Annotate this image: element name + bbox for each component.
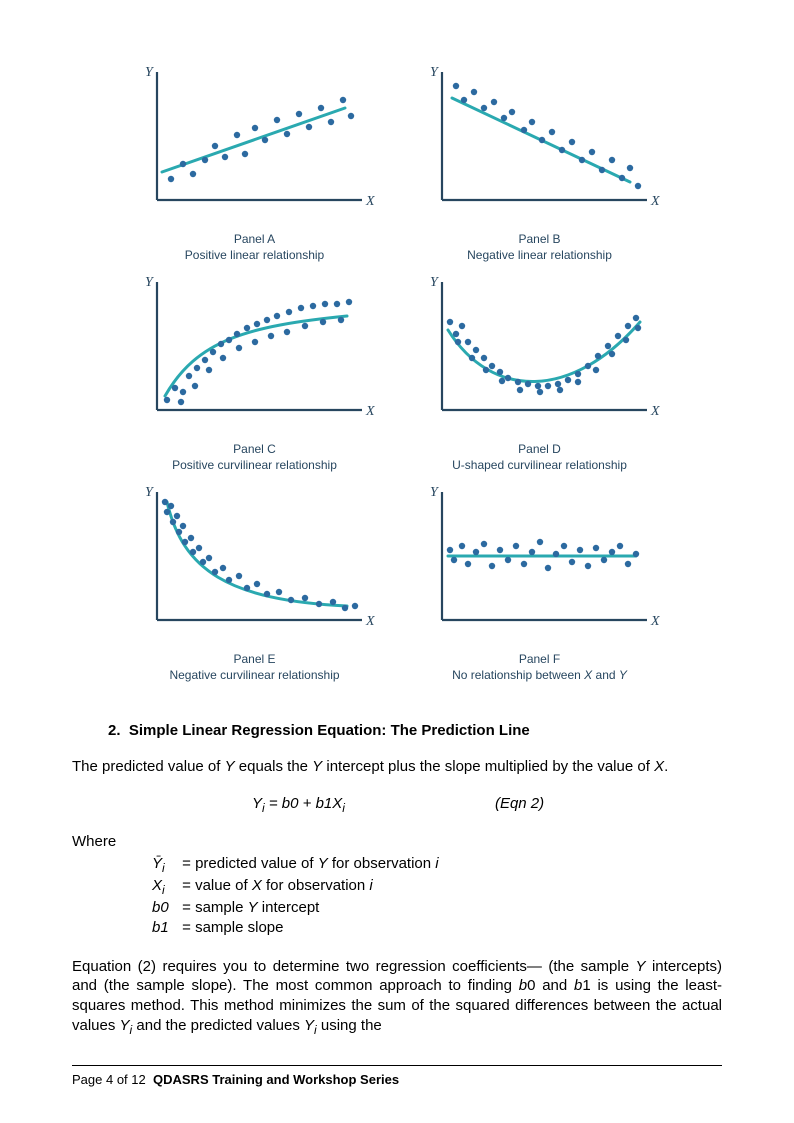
svg-text:X: X	[650, 614, 660, 629]
equation-label: (Eqn 2)	[345, 795, 722, 815]
panel-subtitle: Negative curvilinear relationship	[127, 668, 382, 682]
scatter-chart: YX	[412, 480, 667, 645]
panel-title: Panel E	[127, 652, 382, 666]
panel-e: YXPanel ENegative curvilinear relationsh…	[127, 480, 382, 682]
svg-text:X: X	[365, 614, 375, 629]
svg-text:Y: Y	[430, 275, 440, 290]
scatter-panels-grid: YXPanel APositive linear relationshipYXP…	[127, 60, 667, 682]
panel-d: YXPanel DU-shaped curvilinear relationsh…	[412, 270, 667, 472]
scatter-chart: YX	[127, 270, 382, 435]
panel-c: YXPanel CPositive curvilinear relationsh…	[127, 270, 382, 472]
equation: Yi = b0 + b1Xi	[252, 795, 345, 815]
page-footer: Page 4 of 12 QDASRS Training and Worksho…	[72, 1065, 722, 1087]
panel-title: Panel C	[127, 442, 382, 456]
equation-row: Yi = b0 + b1Xi (Eqn 2)	[72, 795, 722, 815]
panel-subtitle: Positive linear relationship	[127, 248, 382, 262]
definition-row: b0 = sample Y intercept	[152, 898, 722, 918]
panel-title: Panel B	[412, 232, 667, 246]
section-number: 2.	[108, 722, 121, 739]
definition-row: Ȳi = predicted value of Y for observatio…	[152, 854, 722, 876]
svg-text:Y: Y	[430, 485, 440, 500]
panel-b: YXPanel BNegative linear relationship	[412, 60, 667, 262]
panel-subtitle: U-shaped curvilinear relationship	[412, 458, 667, 472]
panel-title: Panel D	[412, 442, 667, 456]
svg-text:Y: Y	[145, 485, 155, 500]
panel-subtitle: Positive curvilinear relationship	[127, 458, 382, 472]
svg-text:X: X	[365, 404, 375, 419]
svg-text:X: X	[650, 404, 660, 419]
scatter-chart: YX	[127, 480, 382, 645]
footer-series: QDASRS Training and Workshop Series	[153, 1072, 399, 1087]
svg-text:X: X	[365, 194, 375, 209]
definition-row: Xi = value of X for observation i	[152, 876, 722, 898]
section-heading: 2. Simple Linear Regression Equation: Th…	[108, 722, 722, 739]
svg-text:Y: Y	[430, 65, 440, 80]
panel-f: YXPanel FNo relationship between X and Y	[412, 480, 667, 682]
definition-row: b1 = sample slope	[152, 918, 722, 938]
panel-a: YXPanel APositive linear relationship	[127, 60, 382, 262]
definitions-list: Ȳi = predicted value of Y for observatio…	[72, 854, 722, 939]
scatter-chart: YX	[127, 60, 382, 225]
svg-text:X: X	[650, 194, 660, 209]
panel-subtitle: Negative linear relationship	[412, 248, 667, 262]
section-title: Simple Linear Regression Equation: The P…	[129, 722, 530, 739]
scatter-chart: YX	[412, 270, 667, 435]
panel-subtitle: No relationship between X and Y	[412, 668, 667, 682]
paragraph-2: Equation (2) requires you to determine t…	[72, 957, 722, 1039]
panel-title: Panel F	[412, 652, 667, 666]
intro-paragraph: The predicted value of Y equals the Y in…	[72, 757, 722, 777]
panel-title: Panel A	[127, 232, 382, 246]
svg-text:Y: Y	[145, 275, 155, 290]
page-indicator: Page 4 of 12	[72, 1072, 146, 1087]
where-label: Where	[72, 833, 722, 850]
scatter-chart: YX	[412, 60, 667, 225]
svg-text:Y: Y	[145, 65, 155, 80]
